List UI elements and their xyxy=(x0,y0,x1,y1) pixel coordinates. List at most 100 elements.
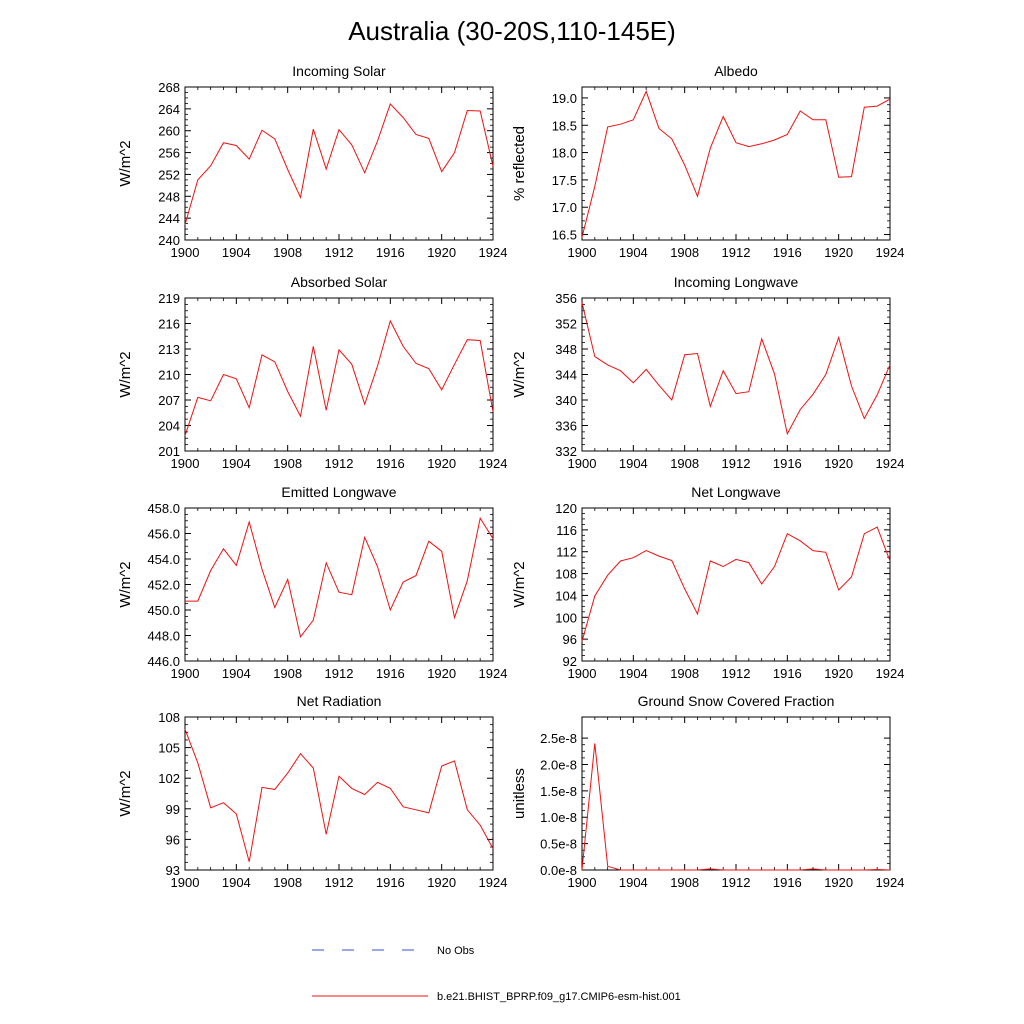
series-line xyxy=(581,90,891,238)
y-axis-label: unitless xyxy=(511,768,528,819)
y-tick-label: 1.5e-8 xyxy=(540,784,577,799)
x-tick-label: 1908 xyxy=(670,666,699,681)
x-tick-label: 1908 xyxy=(670,245,699,260)
plot-frame xyxy=(581,716,891,871)
x-tick-label: 1904 xyxy=(619,875,648,890)
x-tick-label: 1900 xyxy=(171,875,200,890)
y-axis-label: W/m^2 xyxy=(117,351,134,397)
legend: No Obs b.e21.BHIST_BPRP.f09_g17.CMIP6-esm… xyxy=(312,945,681,1003)
chart-panel-2: Albedo 1900 1904 1908 1912 1916 1920 1924 16.5 17… xyxy=(511,63,904,260)
series-line xyxy=(184,102,494,225)
x-tick-label: 1904 xyxy=(619,456,648,471)
y-tick-label: 454.0 xyxy=(147,552,180,567)
x-tick-label: 1924 xyxy=(479,666,508,681)
plot-frame xyxy=(184,297,494,452)
panel-title: Absorbed Solar xyxy=(291,274,388,290)
x-tick-label: 1916 xyxy=(773,245,802,260)
chart-panel-6: Net Longwave 1900 1904 1908 1912 1916 1920 1924… xyxy=(511,484,904,681)
x-tick-label: 1900 xyxy=(171,666,200,681)
y-tick-label: 240 xyxy=(158,233,180,248)
y-tick-label: 340 xyxy=(555,393,577,408)
plot-frame xyxy=(581,86,891,241)
y-tick-label: 104 xyxy=(555,588,577,603)
y-tick-label: 1.0e-8 xyxy=(540,810,577,825)
series-line xyxy=(184,729,494,862)
x-tick-label: 1904 xyxy=(222,666,251,681)
panel-title: Net Longwave xyxy=(691,484,781,500)
x-tick-label: 1920 xyxy=(427,875,456,890)
x-tick-label: 1900 xyxy=(568,245,597,260)
plot-frame xyxy=(184,507,494,662)
y-tick-label: 2.0e-8 xyxy=(540,757,577,772)
x-tick-label: 1916 xyxy=(376,666,405,681)
series-line xyxy=(581,743,891,871)
x-tick-label: 1904 xyxy=(619,666,648,681)
x-tick-label: 1916 xyxy=(376,875,405,890)
y-tick-label: 102 xyxy=(158,771,180,786)
y-tick-label: 458.0 xyxy=(147,501,180,516)
y-tick-label: 456.0 xyxy=(147,527,180,542)
y-axis-label: W/m^2 xyxy=(117,140,134,186)
y-tick-label: 108 xyxy=(158,710,180,725)
y-tick-label: 210 xyxy=(158,368,180,383)
x-tick-label: 1912 xyxy=(325,245,354,260)
chart-panel-5: Emitted Longwave 1900 1904 1908 1912 1916 1920… xyxy=(117,484,507,681)
x-tick-label: 1916 xyxy=(376,245,405,260)
y-tick-label: 120 xyxy=(555,501,577,516)
x-tick-label: 1908 xyxy=(273,875,302,890)
x-tick-label: 1920 xyxy=(824,245,853,260)
y-axis-label: % reflected xyxy=(511,126,528,201)
x-tick-label: 1900 xyxy=(171,245,200,260)
y-tick-label: 2.5e-8 xyxy=(540,731,577,746)
y-tick-label: 92 xyxy=(563,654,577,669)
x-tick-label: 1924 xyxy=(876,456,905,471)
y-tick-label: 336 xyxy=(555,419,577,434)
y-tick-label: 248 xyxy=(158,189,180,204)
y-tick-label: 105 xyxy=(158,741,180,756)
chart-panel-3: Absorbed Solar 1900 1904 1908 1912 1916 1920 19… xyxy=(117,274,507,471)
x-tick-label: 1900 xyxy=(568,456,597,471)
x-tick-label: 1908 xyxy=(273,666,302,681)
y-tick-label: 446.0 xyxy=(147,654,180,669)
y-tick-label: 99 xyxy=(166,802,180,817)
x-tick-label: 1900 xyxy=(171,456,200,471)
y-tick-label: 17.0 xyxy=(552,200,577,215)
y-tick-label: 256 xyxy=(158,146,180,161)
y-tick-label: 332 xyxy=(555,444,577,459)
plot-frame xyxy=(184,716,494,871)
x-tick-label: 1916 xyxy=(376,456,405,471)
y-tick-label: 348 xyxy=(555,342,577,357)
chart-panel-7: Net Radiation 1900 1904 1908 1912 1916 1920 192… xyxy=(117,693,507,890)
y-tick-label: 116 xyxy=(556,523,577,538)
x-tick-label: 1924 xyxy=(876,875,905,890)
plot-frame xyxy=(581,297,891,452)
y-tick-label: 96 xyxy=(563,632,577,647)
panel-title: Emitted Longwave xyxy=(281,484,396,500)
y-tick-label: 16.5 xyxy=(552,228,577,243)
panel-title: Albedo xyxy=(714,63,758,79)
series-line xyxy=(581,526,891,642)
y-tick-label: 356 xyxy=(555,291,577,306)
chart-panels: Incoming Solar 1900 1904 1908 1912 1916 1920 19… xyxy=(117,63,904,890)
panel-title: Incoming Solar xyxy=(292,63,386,79)
x-tick-label: 1916 xyxy=(773,666,802,681)
y-axis-label: W/m^2 xyxy=(117,561,134,607)
y-axis-label: W/m^2 xyxy=(511,351,528,397)
y-tick-label: 452.0 xyxy=(147,578,180,593)
x-tick-label: 1924 xyxy=(876,245,905,260)
panel-title: Net Radiation xyxy=(297,693,382,709)
chart-panel-1: Incoming Solar 1900 1904 1908 1912 1916 1920 19… xyxy=(117,63,507,260)
x-tick-label: 1916 xyxy=(773,875,802,890)
y-tick-label: 219 xyxy=(158,291,180,306)
y-tick-label: 252 xyxy=(158,167,180,182)
y-tick-label: 268 xyxy=(158,80,180,95)
legend-label-no-obs: No Obs xyxy=(437,945,475,957)
y-axis-label: W/m^2 xyxy=(511,561,528,607)
y-tick-label: 108 xyxy=(555,567,577,582)
x-tick-label: 1900 xyxy=(568,875,597,890)
x-tick-label: 1912 xyxy=(722,245,751,260)
panel-title: Ground Snow Covered Fraction xyxy=(638,693,835,709)
y-axis-label: W/m^2 xyxy=(117,770,134,816)
y-tick-label: 17.5 xyxy=(552,173,577,188)
